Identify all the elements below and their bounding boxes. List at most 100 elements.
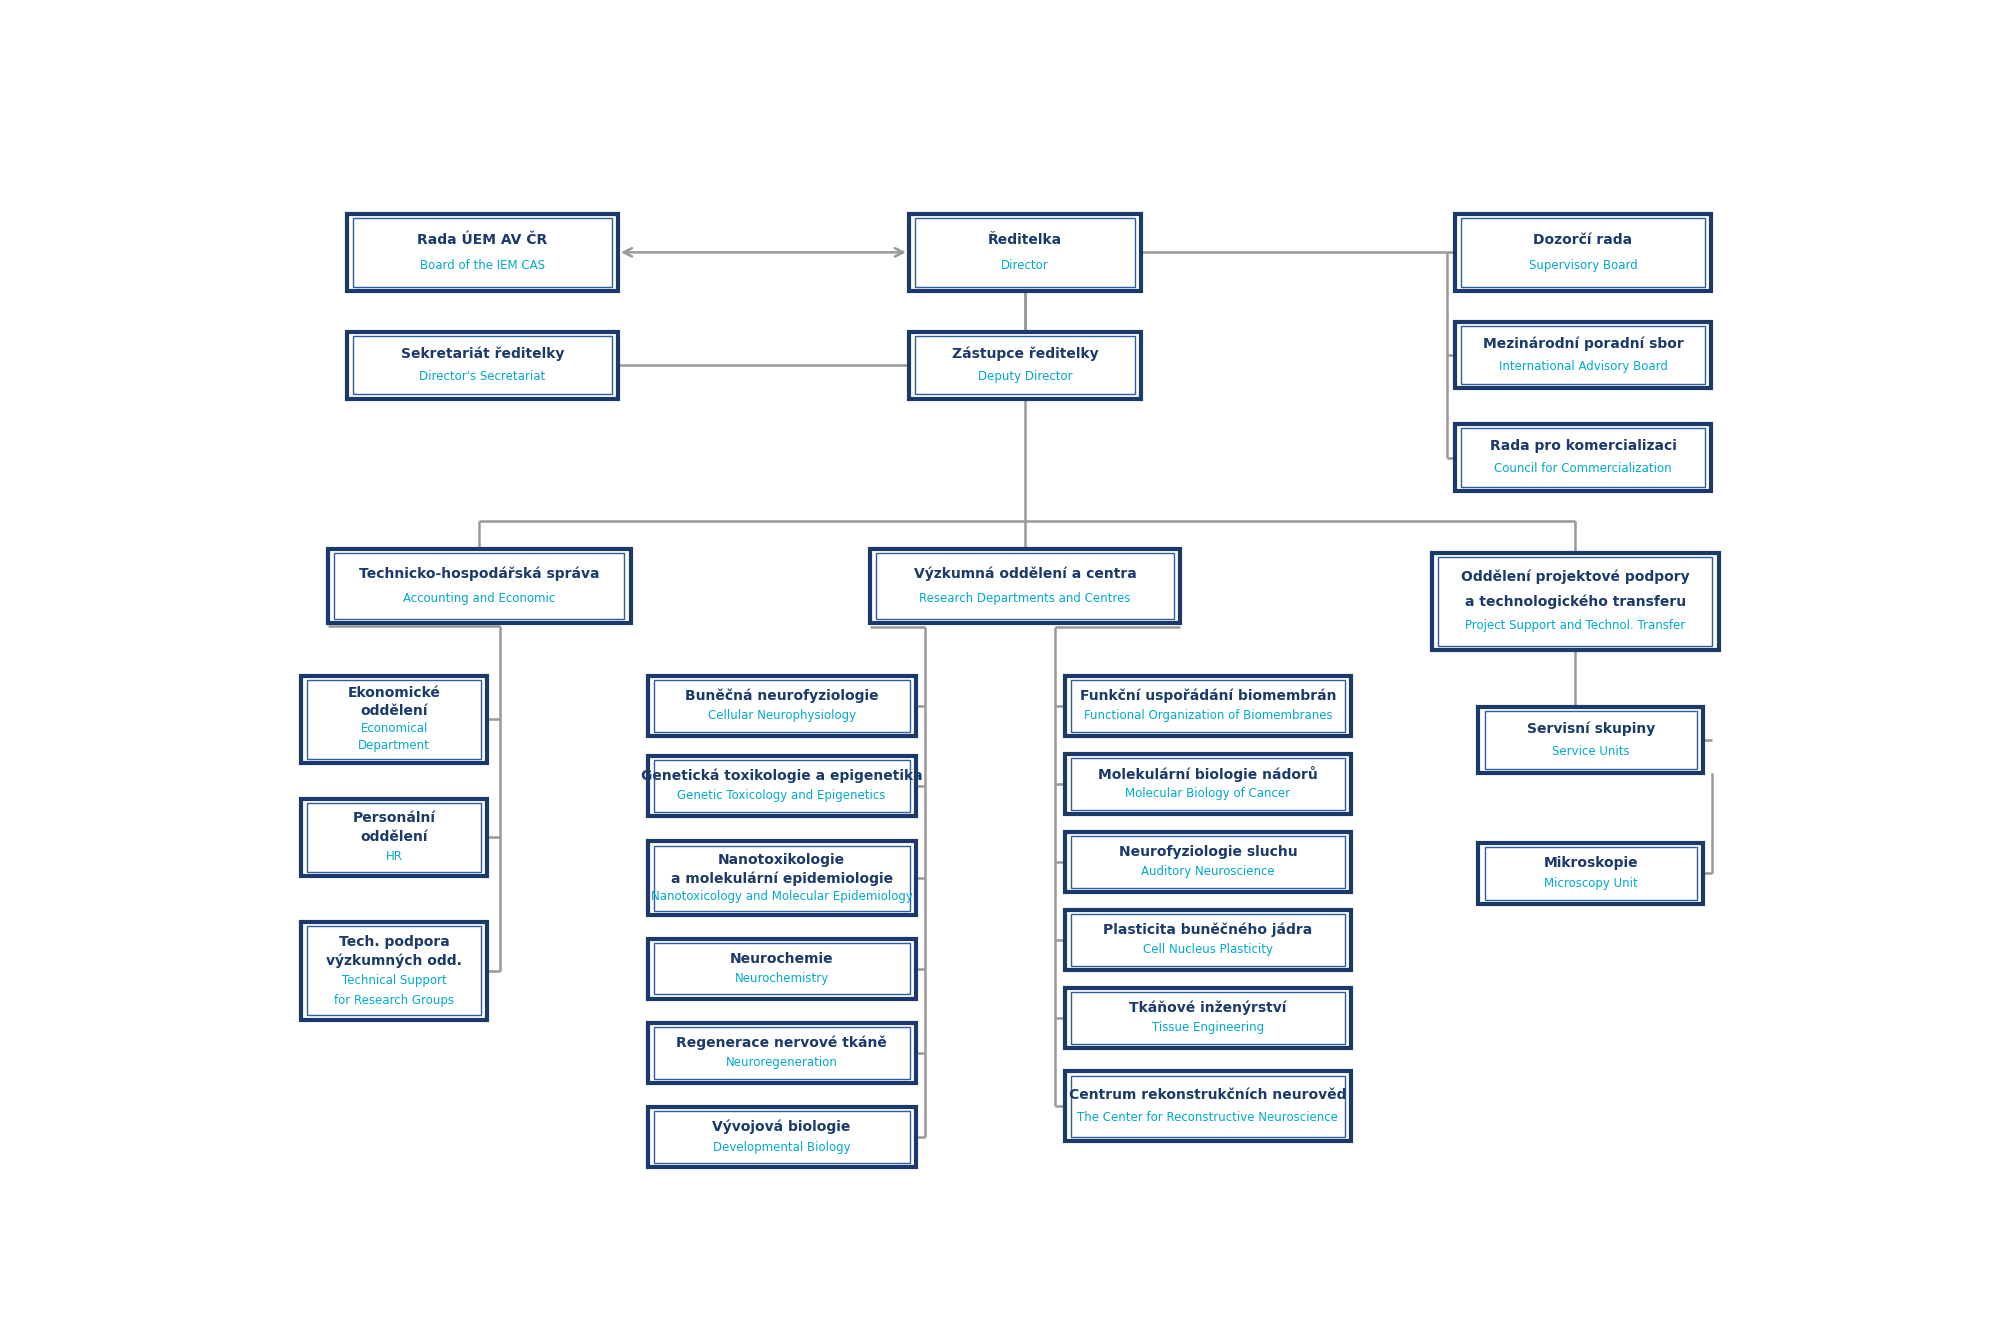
Text: Nanotoxicology and Molecular Epidemiology: Nanotoxicology and Molecular Epidemiolog… [650,890,912,904]
FancyBboxPatch shape [1484,846,1696,900]
Text: Molecular Biology of Cancer: Molecular Biology of Cancer [1126,788,1290,800]
Text: The Center for Reconstructive Neuroscience: The Center for Reconstructive Neuroscien… [1078,1112,1338,1125]
FancyBboxPatch shape [908,332,1142,399]
FancyBboxPatch shape [1070,1076,1346,1137]
FancyBboxPatch shape [1064,832,1352,892]
FancyBboxPatch shape [648,1024,916,1082]
FancyBboxPatch shape [648,938,916,998]
FancyBboxPatch shape [308,680,480,758]
Text: Microscopy Unit: Microscopy Unit [1544,877,1638,890]
FancyBboxPatch shape [302,676,488,762]
Text: Buněčná neurofyziologie: Buněčná neurofyziologie [684,689,878,704]
FancyBboxPatch shape [346,213,618,291]
Text: Tkáňové inženýrství: Tkáňové inženýrství [1130,1001,1286,1016]
FancyBboxPatch shape [1456,424,1710,491]
Text: for Research Groups: for Research Groups [334,993,454,1006]
Text: a molekulární epidemiologie: a molekulární epidemiologie [670,872,892,885]
FancyBboxPatch shape [308,802,480,872]
Text: Oddělení projektové podpory: Oddělení projektové podpory [1460,569,1690,584]
Text: Centrum rekonstrukčních neurověd: Centrum rekonstrukčních neurověd [1070,1088,1346,1101]
Text: Supervisory Board: Supervisory Board [1528,259,1638,272]
FancyBboxPatch shape [1438,557,1712,647]
Text: Cellular Neurophysiology: Cellular Neurophysiology [708,709,856,722]
Text: Neurofyziologie sluchu: Neurofyziologie sluchu [1118,845,1298,858]
Text: Neuroregeneration: Neuroregeneration [726,1056,838,1069]
Text: Výzkumná oddělení a centra: Výzkumná oddělení a centra [914,567,1136,581]
FancyBboxPatch shape [914,336,1136,395]
FancyBboxPatch shape [302,798,488,876]
Text: Ředitelka: Ředitelka [988,232,1062,247]
Text: Funkční uspořádání biomembrán: Funkční uspořádání biomembrán [1080,689,1336,704]
Text: Tech. podpora: Tech. podpora [338,934,450,949]
FancyBboxPatch shape [1070,680,1346,732]
FancyBboxPatch shape [1064,1072,1352,1141]
FancyBboxPatch shape [1478,706,1704,773]
FancyBboxPatch shape [354,336,612,395]
Text: Neurochemistry: Neurochemistry [734,972,828,985]
FancyBboxPatch shape [1070,836,1346,888]
FancyBboxPatch shape [870,549,1180,623]
Text: oddělení: oddělení [360,704,428,717]
FancyBboxPatch shape [648,756,916,816]
Text: Council for Commercialization: Council for Commercialization [1494,463,1672,476]
Text: Rada pro komercializaci: Rada pro komercializaci [1490,440,1676,453]
FancyBboxPatch shape [654,760,910,812]
FancyBboxPatch shape [1462,428,1704,487]
Text: Technical Support: Technical Support [342,974,446,986]
Text: Genetická toxikologie a epigenetika: Genetická toxikologie a epigenetika [640,769,922,784]
FancyBboxPatch shape [648,1108,916,1166]
FancyBboxPatch shape [302,922,488,1020]
FancyBboxPatch shape [1070,992,1346,1044]
Text: Technicko-hospodářská správa: Technicko-hospodářská správa [360,567,600,581]
Text: Rada ÚEM AV ČR: Rada ÚEM AV ČR [418,232,548,247]
FancyBboxPatch shape [1456,321,1710,388]
FancyBboxPatch shape [654,845,910,912]
Text: Vývojová biologie: Vývojová biologie [712,1120,850,1134]
Text: Molekulární biologie nádorů: Molekulární biologie nádorů [1098,766,1318,782]
Text: Mikroskopie: Mikroskopie [1544,856,1638,870]
FancyBboxPatch shape [908,213,1142,291]
FancyBboxPatch shape [1070,758,1346,809]
Text: Neurochemie: Neurochemie [730,952,834,966]
FancyBboxPatch shape [876,553,1174,619]
FancyBboxPatch shape [1064,754,1352,813]
FancyBboxPatch shape [334,553,624,619]
Text: International Advisory Board: International Advisory Board [1498,360,1668,373]
FancyBboxPatch shape [654,944,910,994]
FancyBboxPatch shape [328,549,630,623]
Text: Dozorčí rada: Dozorčí rada [1534,232,1632,247]
Text: HR: HR [386,850,402,864]
Text: Genetic Toxicology and Epigenetics: Genetic Toxicology and Epigenetics [678,789,886,802]
Text: Tissue Engineering: Tissue Engineering [1152,1021,1264,1034]
Text: Accounting and Economic: Accounting and Economic [404,592,556,605]
FancyBboxPatch shape [1070,914,1346,965]
Text: Ekonomické: Ekonomické [348,686,440,700]
Text: Sekretariát ředitelky: Sekretariát ředitelky [400,347,564,361]
Text: Department: Department [358,738,430,752]
FancyBboxPatch shape [654,1028,910,1078]
Text: Service Units: Service Units [1552,745,1630,757]
FancyBboxPatch shape [1462,325,1704,384]
Text: Board of the IEM CAS: Board of the IEM CAS [420,259,544,272]
FancyBboxPatch shape [346,332,618,399]
FancyBboxPatch shape [1064,910,1352,970]
Text: Servisní skupiny: Servisní skupiny [1526,721,1654,736]
Text: Plasticita buněčného jádra: Plasticita buněčného jádra [1104,922,1312,937]
Text: Economical: Economical [360,721,428,734]
FancyBboxPatch shape [1432,553,1718,651]
FancyBboxPatch shape [654,1112,910,1162]
Text: Developmental Biology: Developmental Biology [712,1141,850,1153]
Text: Zástupce ředitelky: Zástupce ředitelky [952,347,1098,361]
Text: Director's Secretariat: Director's Secretariat [420,369,546,383]
Text: oddělení: oddělení [360,830,428,844]
Text: a technologického transferu: a technologického transferu [1464,595,1686,609]
FancyBboxPatch shape [1478,842,1704,904]
Text: Research Departments and Centres: Research Departments and Centres [920,592,1130,605]
Text: Personální: Personální [352,812,436,825]
FancyBboxPatch shape [648,841,916,916]
Text: Auditory Neuroscience: Auditory Neuroscience [1142,865,1274,878]
Text: výzkumných odd.: výzkumných odd. [326,954,462,968]
FancyBboxPatch shape [914,219,1136,287]
Text: Director: Director [1002,259,1048,272]
FancyBboxPatch shape [1462,219,1704,287]
